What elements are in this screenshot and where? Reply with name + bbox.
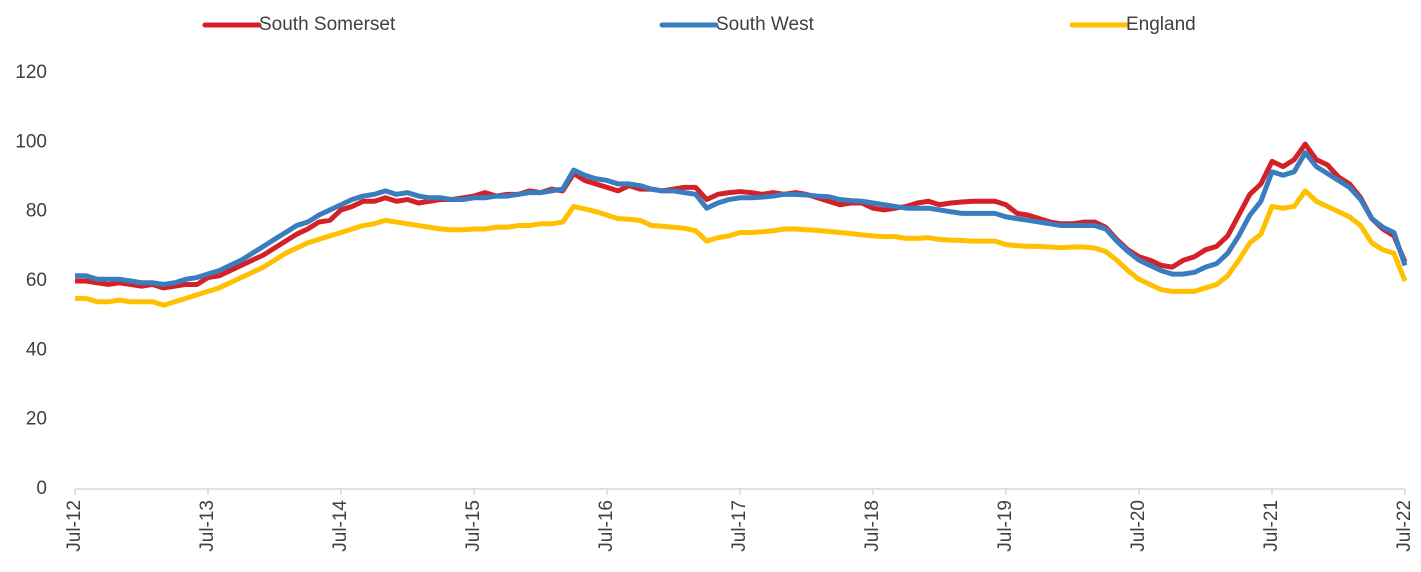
y-tick-label: 20: [26, 409, 47, 430]
x-tick-label: Jul-21: [1261, 500, 1282, 552]
series-line: [75, 150, 1408, 287]
y-tick-label: 40: [26, 339, 47, 360]
y-tick-label: 60: [26, 270, 47, 291]
x-tick-label: Jul-18: [862, 500, 883, 552]
x-tick-label: Jul-13: [197, 500, 218, 552]
legend-label: South Somerset: [259, 14, 396, 35]
y-tick-label: 100: [15, 131, 47, 152]
x-tick-label: Jul-20: [1128, 500, 1149, 552]
x-tick-label: Jul-14: [330, 500, 351, 552]
y-tick-label: 80: [26, 201, 47, 222]
y-tick-label: 0: [36, 478, 47, 499]
series-line: [75, 141, 1408, 291]
legend-label: England: [1126, 14, 1196, 35]
x-tick-label: Jul-12: [64, 500, 85, 552]
y-tick-label: 120: [15, 62, 47, 83]
x-tick-label: Jul-19: [995, 500, 1016, 552]
x-tick-label: Jul-16: [596, 500, 617, 552]
x-tick-label: Jul-15: [463, 500, 484, 552]
legend-label: South West: [716, 14, 815, 35]
x-tick-label: Jul-22: [1394, 500, 1415, 552]
x-tick-label: Jul-17: [729, 500, 750, 552]
series-line: [75, 188, 1408, 308]
